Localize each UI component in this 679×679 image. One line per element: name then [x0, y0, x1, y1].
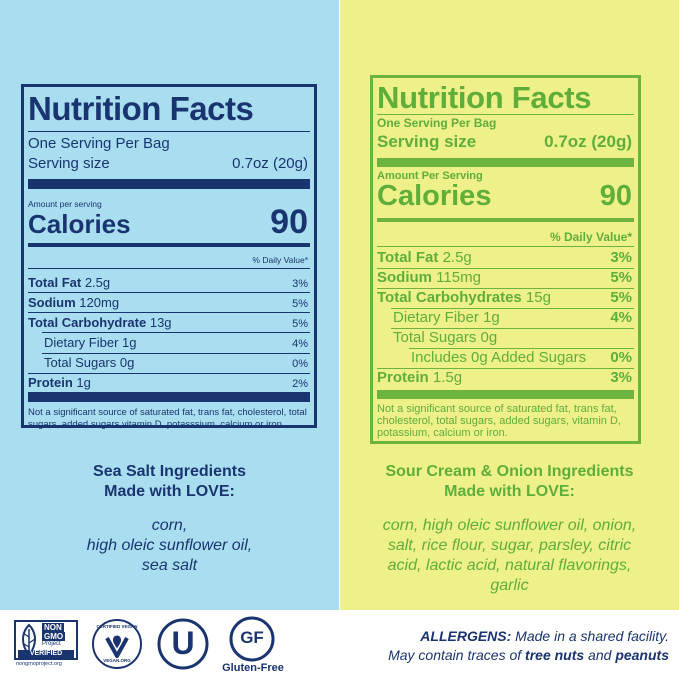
non-gmo-verified-icon: NON GMO Project VERIFIED nongmoproject.o…: [14, 620, 78, 668]
ingredient-line: corn,: [151, 517, 188, 534]
dv-header: % Daily Value*: [549, 230, 632, 244]
amount-per-serving: Amount Per Serving: [377, 170, 483, 182]
ingredients-subheading: Made with LOVE:: [104, 483, 235, 500]
calories-row: Calories 90: [28, 203, 308, 242]
allergen-statement: ALLERGENS: Made in a shared facility. Ma…: [388, 628, 669, 663]
ingredient-line: garlic: [490, 577, 529, 594]
gluten-free-icon: GF Gluten-Free: [220, 616, 286, 676]
ingredients-heading: Sour Cream & Onion Ingredients: [385, 463, 634, 480]
ingredient-line: acid, lactic acid, natural flavorings,: [387, 557, 632, 574]
servings-row: One Serving Per Bag: [28, 135, 308, 152]
nutrient-row: Total Carbohydrates 15g 5%: [377, 289, 632, 306]
serving-size-row: Serving size 0.7oz (20g): [28, 155, 308, 172]
label-title: Nutrition Facts: [377, 80, 592, 115]
amount-per-serving: Amount per serving: [28, 199, 102, 209]
ingredient-line: high oleic sunflower oil,: [86, 537, 253, 554]
nutrient-row: Total Fat 2.5g 3%: [377, 249, 632, 266]
sea-salt-ingredients: Sea Salt Ingredients Made with LOVE: cor…: [0, 462, 339, 576]
certified-vegan-icon: CERTIFIED VEGAN VEGAN.ORG: [91, 618, 143, 670]
ingredient-line: sea salt: [141, 557, 198, 574]
allergen-label: ALLERGENS:: [420, 628, 512, 644]
allergen-peanuts: peanuts: [615, 647, 669, 663]
calories-label: Calories: [28, 209, 131, 239]
serving-size-value: 0.7oz (20g): [544, 132, 632, 151]
nutrient-row: Sodium 120mg 5%: [28, 295, 308, 310]
serving-size-label: Serving size: [377, 132, 477, 151]
kosher-ou-icon: U: [157, 618, 209, 670]
nutrient-row: Protein 1g 2%: [28, 375, 308, 390]
calories-label: Calories: [377, 180, 492, 212]
sea-salt-nutrition-label: Nutrition Facts One Serving Per Bag Serv…: [21, 84, 317, 430]
divider: [28, 179, 310, 189]
nutrient-row: Dietary Fiber 1g 4%: [44, 335, 308, 350]
sour-cream-onion-ingredients: Sour Cream & Onion Ingredients Made with…: [340, 462, 679, 596]
nutrient-row: Total Fat 2.5g 3%: [28, 275, 308, 290]
allergen-tree-nuts: tree nuts: [525, 647, 585, 663]
nutrient-row: Includes 0g Added Sugars 0%: [411, 349, 632, 366]
divider: [28, 131, 310, 132]
ingredient-line: corn, high oleic sunflower oil, onion,: [382, 517, 637, 534]
divider: [28, 268, 310, 269]
servings-row: One Serving Per Bag: [377, 116, 497, 130]
footnote: Not a significant source of saturated fa…: [28, 407, 307, 430]
label-title: Nutrition Facts: [28, 90, 254, 127]
servings-text: One Serving Per Bag: [28, 135, 170, 152]
serving-size-row: Serving size 0.7oz (20g): [377, 132, 632, 152]
nutrient-row: Total Carbohydrate 13g 5%: [28, 315, 308, 330]
sour-cream-onion-panel: [340, 0, 679, 610]
ingredients-subheading: Made with LOVE:: [444, 483, 575, 500]
footnote: Not a significant source of saturated fa…: [377, 403, 621, 439]
ingredients-heading: Sea Salt Ingredients: [93, 463, 246, 480]
nutrient-row: Sodium 115mg 5%: [377, 269, 632, 286]
nutrient-row: Protein 1.5g 3%: [377, 369, 632, 386]
nutrient-row: Total Sugars 0g 0%: [44, 355, 308, 370]
ingredient-line: salt, rice flour, sugar, parsley, citric: [387, 537, 632, 554]
serving-size-value: 0.7oz (20g): [232, 155, 308, 172]
divider: [28, 243, 310, 247]
serving-size-label: Serving size: [28, 155, 110, 172]
calories-value: 90: [599, 180, 632, 212]
calories-value: 90: [270, 203, 308, 241]
calories-row: Calories 90: [377, 180, 632, 213]
sour-cream-onion-nutrition-label: Nutrition Facts One Serving Per Bag Serv…: [370, 75, 641, 444]
nutrient-row: Total Sugars 0g: [393, 329, 498, 346]
sea-salt-panel: [0, 0, 339, 610]
dv-header: % Daily Value*: [252, 255, 308, 265]
nutrient-row: Dietary Fiber 1g 4%: [393, 309, 632, 326]
